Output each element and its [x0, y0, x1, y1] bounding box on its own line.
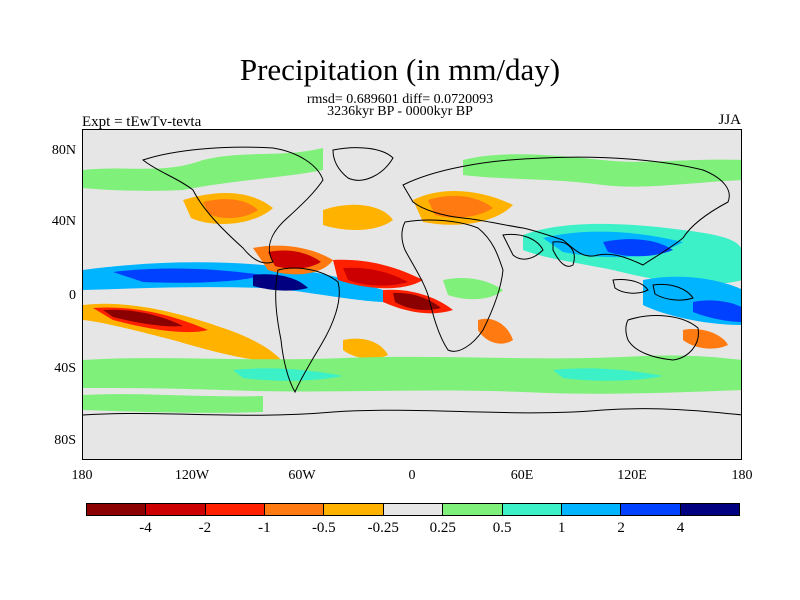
- colorbar-swatch: [502, 504, 562, 515]
- xtick-0: 0: [408, 468, 416, 483]
- colorbar-label: -2: [198, 520, 212, 536]
- experiment-label: Expt = tEwTv-tevta: [82, 114, 202, 130]
- map-canvas: [83, 146, 741, 416]
- ytick-40n: 40N: [51, 214, 76, 229]
- colorbar-swatch: [383, 504, 444, 515]
- precipitation-map: [82, 129, 742, 460]
- period-line: 3236kyr BP - 0000kyr BP: [327, 104, 473, 119]
- xtick-180e: 180: [731, 468, 753, 483]
- ytick-80s: 80S: [54, 433, 76, 448]
- colorbar-label: -4: [139, 520, 152, 536]
- colorbar-label: 0.5: [492, 520, 512, 536]
- colorbar-swatch: [205, 504, 266, 515]
- colorbar-label: -0.5: [311, 520, 336, 536]
- map-title: Precipitation (in mm/day): [239, 52, 561, 87]
- xtick-180w: 180: [71, 468, 93, 483]
- season-label: JJA: [718, 112, 741, 128]
- ytick-80n: 80N: [51, 143, 76, 158]
- ytick-40s: 40S: [54, 361, 76, 376]
- colorbar-label: 4: [676, 520, 685, 536]
- stats-line: rmsd= 0.689601 diff= 0.0720093: [306, 92, 494, 107]
- colorbar-swatch: [680, 504, 739, 515]
- colorbar-swatch: [443, 504, 503, 515]
- colorbar-swatch: [561, 504, 622, 515]
- colorbar-swatch: [146, 504, 206, 515]
- colorbar-swatch: [265, 504, 325, 515]
- coastlines: [83, 146, 741, 416]
- xtick-120e: 120E: [617, 468, 647, 483]
- colorbar-swatch: [621, 504, 681, 515]
- colorbar-label: 0.25: [429, 520, 456, 536]
- colorbar-label: -0.25: [367, 520, 399, 536]
- colorbar-swatch: [87, 504, 147, 515]
- colorbar-label: 1: [557, 520, 566, 536]
- colorbar-label: 2: [617, 520, 625, 536]
- colorbar-label: -1: [258, 520, 271, 536]
- xtick-120w: 120W: [174, 468, 210, 483]
- xtick-60w: 60W: [288, 468, 316, 483]
- xtick-60e: 60E: [510, 468, 534, 483]
- colorbar-swatch: [324, 504, 384, 515]
- anomaly-fill: [83, 148, 741, 413]
- colorbar: [86, 503, 740, 516]
- ytick-0: 0: [69, 288, 76, 303]
